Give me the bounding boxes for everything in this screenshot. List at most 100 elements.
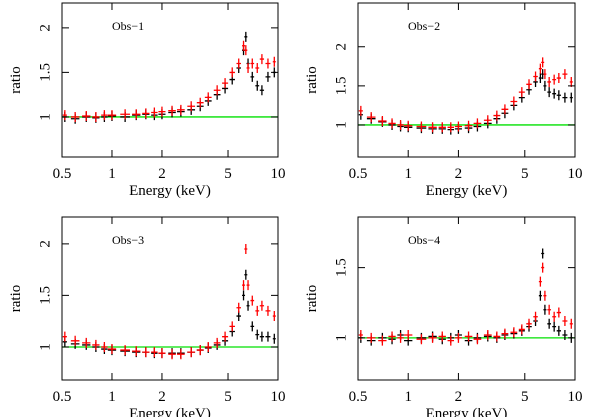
data-point xyxy=(132,346,141,357)
data-point xyxy=(416,121,427,132)
data-point xyxy=(556,307,561,318)
data-point xyxy=(265,305,271,316)
data-point xyxy=(222,331,229,342)
data-point xyxy=(62,110,67,121)
data-point xyxy=(447,122,455,133)
data-point xyxy=(250,71,255,82)
x-tick-label: 2 xyxy=(158,389,166,405)
data-point xyxy=(272,333,276,344)
plot-frame xyxy=(357,216,576,381)
x-tick-label: 5 xyxy=(224,389,232,405)
data-point xyxy=(101,110,108,121)
data-point xyxy=(533,71,538,82)
data-point xyxy=(538,290,542,301)
data-point xyxy=(428,122,437,133)
data-point xyxy=(250,295,255,306)
data-point xyxy=(547,318,552,329)
data-point xyxy=(493,331,501,342)
data-point xyxy=(547,87,552,98)
data-point xyxy=(158,348,166,359)
data-point xyxy=(236,302,241,313)
data-point xyxy=(569,76,573,87)
x-tick-label: 2 xyxy=(455,166,463,182)
data-point xyxy=(222,78,229,89)
data-point xyxy=(255,80,260,91)
data-point xyxy=(552,74,557,85)
data-point xyxy=(483,330,492,341)
data-point xyxy=(120,345,130,356)
x-tick-label: 2 xyxy=(455,389,463,405)
data-point xyxy=(547,76,552,87)
data-point xyxy=(120,109,130,120)
data-point xyxy=(70,335,80,346)
data-point xyxy=(204,92,212,103)
data-point xyxy=(151,347,158,358)
data-point xyxy=(366,332,376,343)
data-point xyxy=(107,110,117,121)
data-point xyxy=(378,335,387,346)
data-point xyxy=(569,318,573,329)
data-point xyxy=(473,118,482,129)
x-axis-label: Energy (keV) xyxy=(129,183,211,199)
data-point xyxy=(255,62,260,73)
x-tick-label: 5 xyxy=(224,166,232,182)
data-point xyxy=(526,79,532,90)
data-point xyxy=(107,344,117,355)
data-point xyxy=(464,120,473,131)
data-point xyxy=(533,311,538,322)
plot-frame xyxy=(61,216,279,381)
data-point xyxy=(388,118,396,129)
x-tick-label: 5 xyxy=(521,166,529,182)
data-point xyxy=(132,109,141,120)
x-tick-label: 0.5 xyxy=(53,166,72,182)
data-point xyxy=(552,321,557,332)
data-point xyxy=(538,276,542,287)
data-point xyxy=(236,58,241,69)
data-point xyxy=(562,315,568,326)
data-point xyxy=(246,300,250,311)
data-point xyxy=(473,334,482,345)
data-point xyxy=(213,85,221,96)
data-point xyxy=(62,331,67,342)
annotation: Obs−3 xyxy=(112,233,144,247)
data-point xyxy=(358,330,363,341)
data-point xyxy=(416,334,427,345)
data-point xyxy=(562,92,568,103)
x-tick-label: 1 xyxy=(108,389,116,405)
x-tick-label: 0.5 xyxy=(349,389,368,405)
data-point xyxy=(543,80,547,91)
data-point xyxy=(556,73,561,84)
x-tick-label: 1 xyxy=(108,166,116,182)
data-point xyxy=(259,300,265,311)
plot-frame xyxy=(357,2,576,158)
data-point xyxy=(244,31,248,42)
x-tick-label: 1 xyxy=(404,389,412,405)
data-point xyxy=(151,107,158,118)
data-point xyxy=(518,324,525,335)
x-axis-label: Energy (keV) xyxy=(129,406,211,417)
data-point xyxy=(464,331,473,342)
data-point xyxy=(397,119,404,130)
y-tick-label: 2 xyxy=(333,43,349,51)
data-point xyxy=(404,120,413,131)
x-tick-label: 10 xyxy=(568,166,583,182)
data-point xyxy=(187,101,196,112)
annotation: Obs−2 xyxy=(408,19,440,33)
data-point xyxy=(538,73,542,84)
data-point xyxy=(483,115,492,126)
data-point xyxy=(213,337,221,348)
data-point xyxy=(242,280,246,291)
data-point xyxy=(358,105,363,116)
data-point xyxy=(229,67,235,78)
data-point xyxy=(454,332,462,343)
data-point xyxy=(142,108,150,119)
data-point xyxy=(265,58,271,69)
data-point xyxy=(526,318,532,329)
data-point xyxy=(177,349,185,360)
data-point xyxy=(244,243,248,254)
data-point xyxy=(272,56,276,67)
data-point xyxy=(255,329,260,340)
data-point xyxy=(265,71,271,82)
data-point xyxy=(388,331,396,342)
data-point xyxy=(562,69,568,80)
